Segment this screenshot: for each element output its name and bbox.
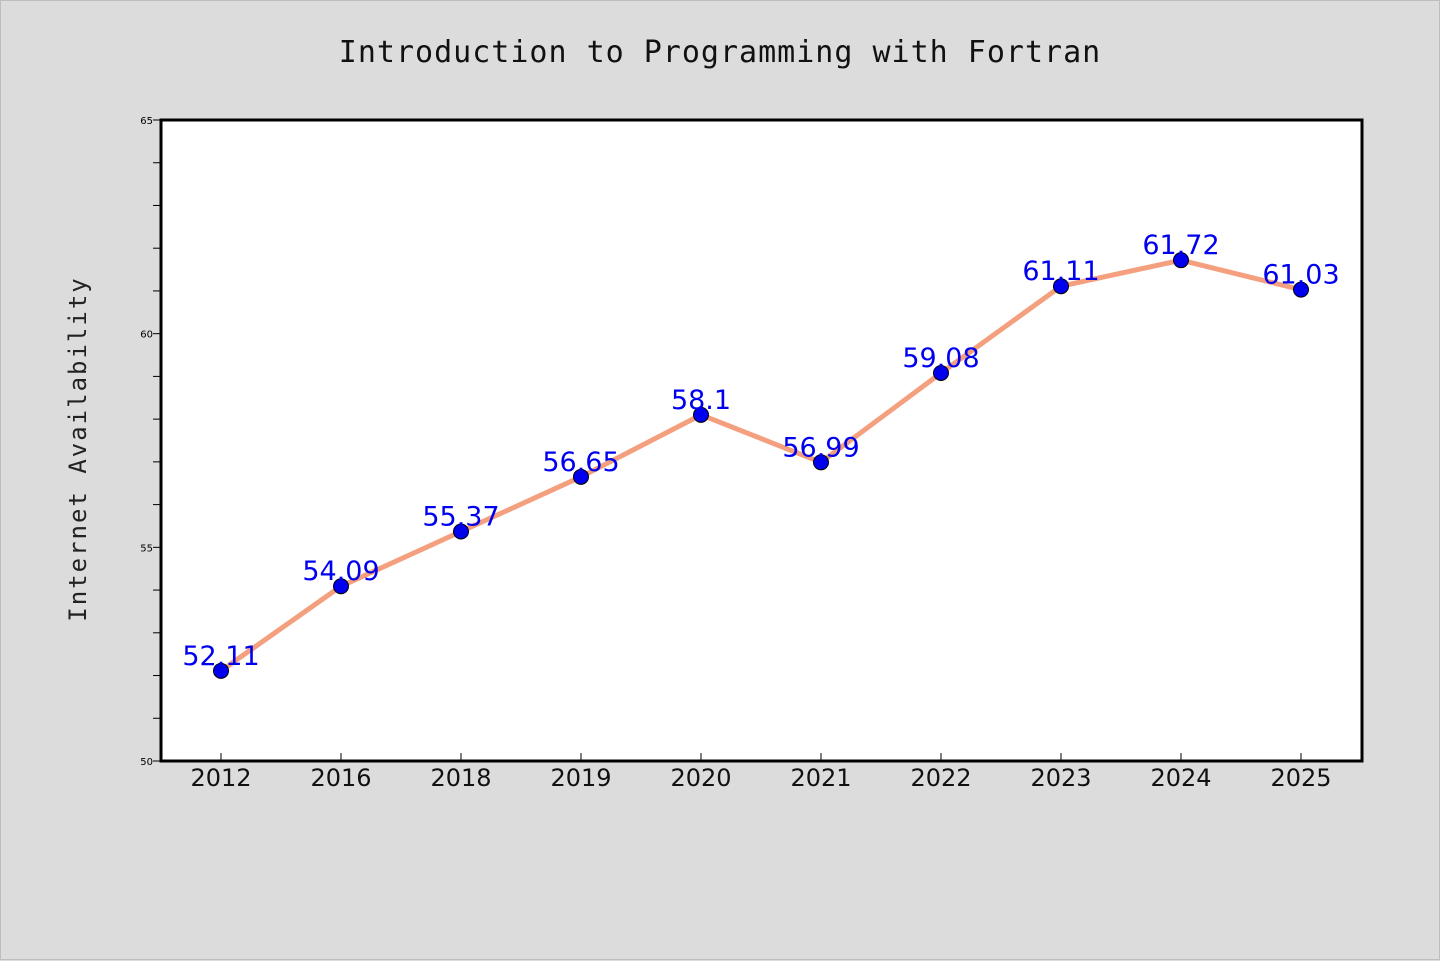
data-point [693, 406, 709, 423]
x-tick-label: 2018 [430, 764, 491, 792]
data-label: 56.99 [782, 432, 859, 463]
data-label: 59.08 [902, 343, 979, 374]
data-point [933, 364, 949, 381]
x-tick-label: 2022 [910, 764, 971, 792]
data-point [1053, 278, 1069, 295]
data-label: 61.72 [1142, 230, 1219, 261]
series-line [218, 257, 1304, 674]
data-label: 56.65 [542, 447, 619, 478]
x-tick-label: 2020 [670, 764, 731, 792]
data-label: 58.1 [671, 385, 731, 416]
data-label: 54.09 [302, 556, 379, 587]
x-tick-label: 2025 [1270, 764, 1331, 792]
x-axis: 2012 2016 2018 2019 2020 2021 2022 2023 2024 2025 [190, 753, 1332, 792]
data-label: 61.03 [1262, 260, 1339, 291]
data-label: 52.11 [182, 641, 259, 672]
data-point [1293, 281, 1309, 298]
x-tick-label: 2012 [190, 764, 251, 792]
y-tick-label: 60 [140, 330, 153, 341]
x-tick-label: 2021 [790, 764, 851, 792]
data-point [813, 454, 829, 471]
y-tick-label: 65 [140, 116, 153, 127]
data-points [213, 252, 1309, 679]
x-tick-label: 2023 [1030, 764, 1091, 792]
x-tick-label: 2019 [550, 764, 611, 792]
data-label: 61.11 [1022, 256, 1099, 287]
y-tick-label: 50 [140, 757, 153, 768]
data-point [333, 578, 349, 595]
data-point [453, 523, 469, 540]
data-labels: 52.11 54.09 55.37 56.65 58.1 56.99 59.08 61.11 6… [182, 230, 1339, 672]
x-tick-label: 2016 [310, 764, 371, 792]
y-tick-label: 55 [140, 543, 153, 554]
chart-title: Introduction to Programming with Fortran [338, 35, 1102, 70]
data-point [573, 468, 589, 485]
x-tick-label: 2024 [1150, 764, 1211, 792]
data-label: 55.37 [422, 502, 499, 533]
y-axis: 50 55 60 65 [140, 116, 161, 768]
data-point [213, 662, 229, 679]
data-point [1173, 252, 1189, 269]
